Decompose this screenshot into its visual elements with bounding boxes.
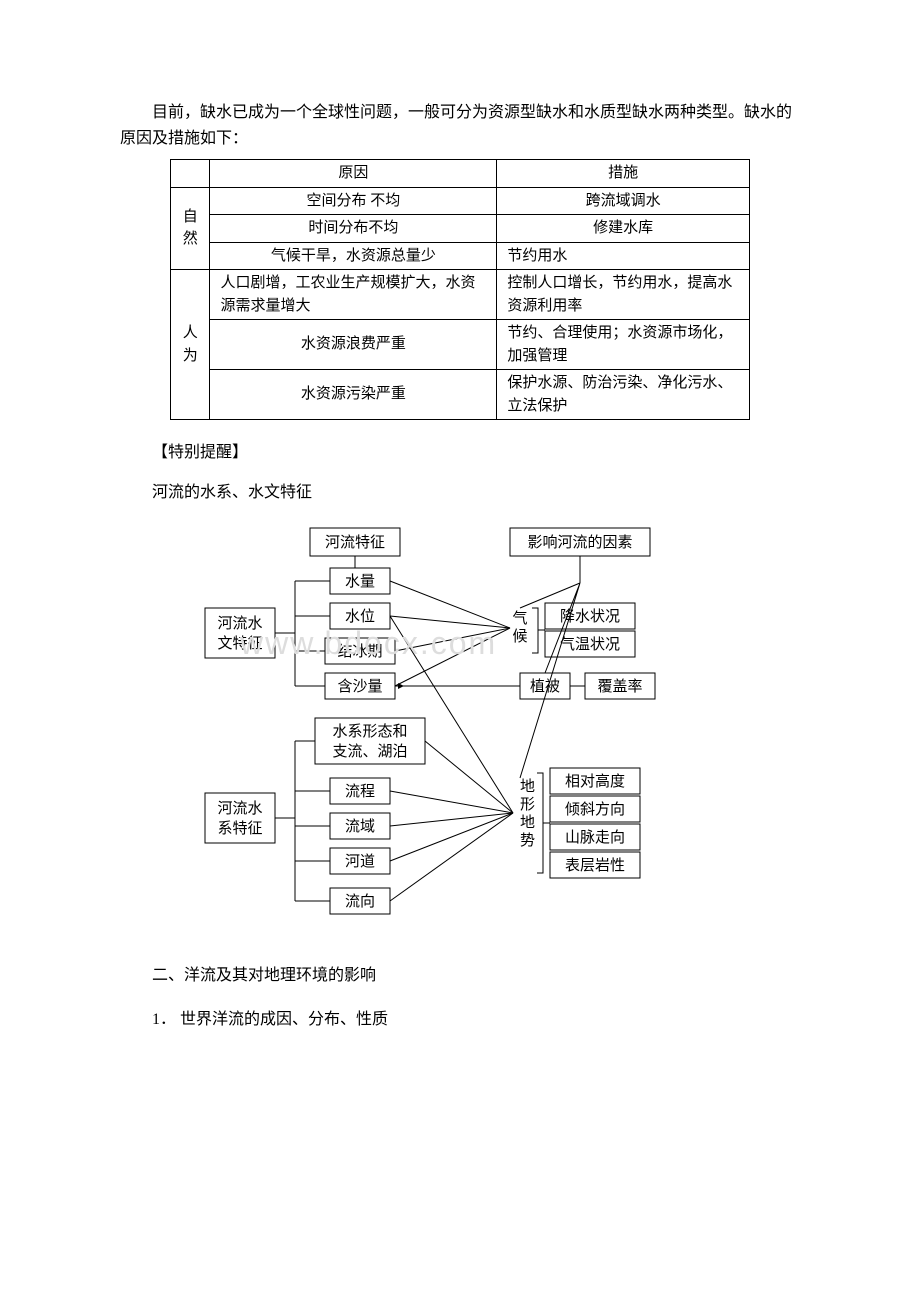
cause-cell: 水资源浪费严重 [210,320,497,370]
reminder-sub: 河流的水系、水文特征 [120,480,800,506]
header-measure: 措施 [497,160,750,188]
title-right: 影响河流的因素 [527,534,632,551]
table-row: 人为 人口剧增，工农业生产规模扩大，水资源需求量增大 控制人口增长，节约用水，提… [171,270,750,320]
svg-text:覆盖率: 覆盖率 [597,678,642,695]
table-header-row: 原因 措施 [171,160,750,188]
svg-text:候: 候 [512,628,527,645]
measure-cell: 节约、合理使用；水资源市场化，加强管理 [497,320,750,370]
svg-text:流向: 流向 [345,893,375,910]
svg-text:相对高度: 相对高度 [565,773,625,790]
svg-text:气: 气 [512,610,527,627]
table-row: 自然 空间分布 不均 跨流域调水 [171,187,750,215]
category-human: 人为 [171,270,210,420]
title-left: 河流特征 [325,534,385,551]
svg-text:形: 形 [520,796,535,813]
cause-cell: 人口剧增，工农业生产规模扩大，水资源需求量增大 [210,270,497,320]
svg-text:系特征: 系特征 [217,820,262,837]
measure-cell: 跨流域调水 [497,187,750,215]
cause-cell: 时间分布不均 [210,215,497,243]
svg-text:支流、湖泊: 支流、湖泊 [332,743,407,760]
svg-text:气温状况: 气温状况 [560,636,620,653]
reminder-label: 【特别提醒】 [120,440,800,466]
svg-text:结冰期: 结冰期 [337,643,382,660]
intro-paragraph: 目前，缺水已成为一个全球性问题，一般可分为资源型缺水和水质型缺水两种类型。缺水的… [120,100,800,151]
header-blank [171,160,210,188]
measure-cell: 节约用水 [497,242,750,270]
svg-text:地: 地 [520,814,535,831]
svg-text:流程: 流程 [345,783,375,800]
river-diagram-svg: 河流特征 影响河流的因素 河流水 文特征 河流水 系特征 河流水文特征 河流水系… [200,523,720,943]
measure-cell: 控制人口增长，节约用水，提高水资源利用率 [497,270,750,320]
svg-text:河流水: 河流水 [217,615,262,632]
category-nature: 自然 [171,187,210,270]
cause-cell: 气候干旱，水资源总量少 [210,242,497,270]
cause-cell: 空间分布 不均 [210,187,497,215]
svg-text:水位: 水位 [345,608,375,625]
svg-text:势: 势 [520,832,535,849]
header-cause: 原因 [210,160,497,188]
svg-text:含沙量: 含沙量 [337,678,382,695]
table-row: 水资源污染严重 保护水源、防治污染、净化污水、立法保护 [171,370,750,420]
measure-cell: 修建水库 [497,215,750,243]
svg-text:地: 地 [520,778,535,795]
svg-text:水量: 水量 [345,573,375,590]
svg-text:河流水: 河流水 [217,800,262,817]
svg-text:植被: 植被 [530,678,560,695]
svg-text:倾斜方向: 倾斜方向 [565,801,625,818]
cause-cell: 水资源污染严重 [210,370,497,420]
table-row: 水资源浪费严重 节约、合理使用；水资源市场化，加强管理 [171,320,750,370]
causes-measures-table: 原因 措施 自然 空间分布 不均 跨流域调水 时间分布不均 修建水库 气候干旱，… [170,159,750,420]
svg-text:水系形态和: 水系形态和 [332,723,407,740]
svg-text:表层岩性: 表层岩性 [565,857,625,874]
svg-text:流域: 流域 [345,818,375,835]
river-diagram: www.bdocx.com 河流特征 影响河流的因素 河流水 文特征 河流水 系… [120,523,800,943]
section-2-item-1: 1． 世界洋流的成因、分布、性质 [120,1007,800,1033]
svg-text:山脉走向: 山脉走向 [565,829,625,846]
section-2-heading: 二、洋流及其对地理环境的影响 [120,963,800,989]
table-row: 气候干旱，水资源总量少 节约用水 [171,242,750,270]
svg-text:文特征: 文特征 [217,635,262,652]
table-row: 时间分布不均 修建水库 [171,215,750,243]
svg-text:河道: 河道 [345,853,375,870]
measure-cell: 保护水源、防治污染、净化污水、立法保护 [497,370,750,420]
